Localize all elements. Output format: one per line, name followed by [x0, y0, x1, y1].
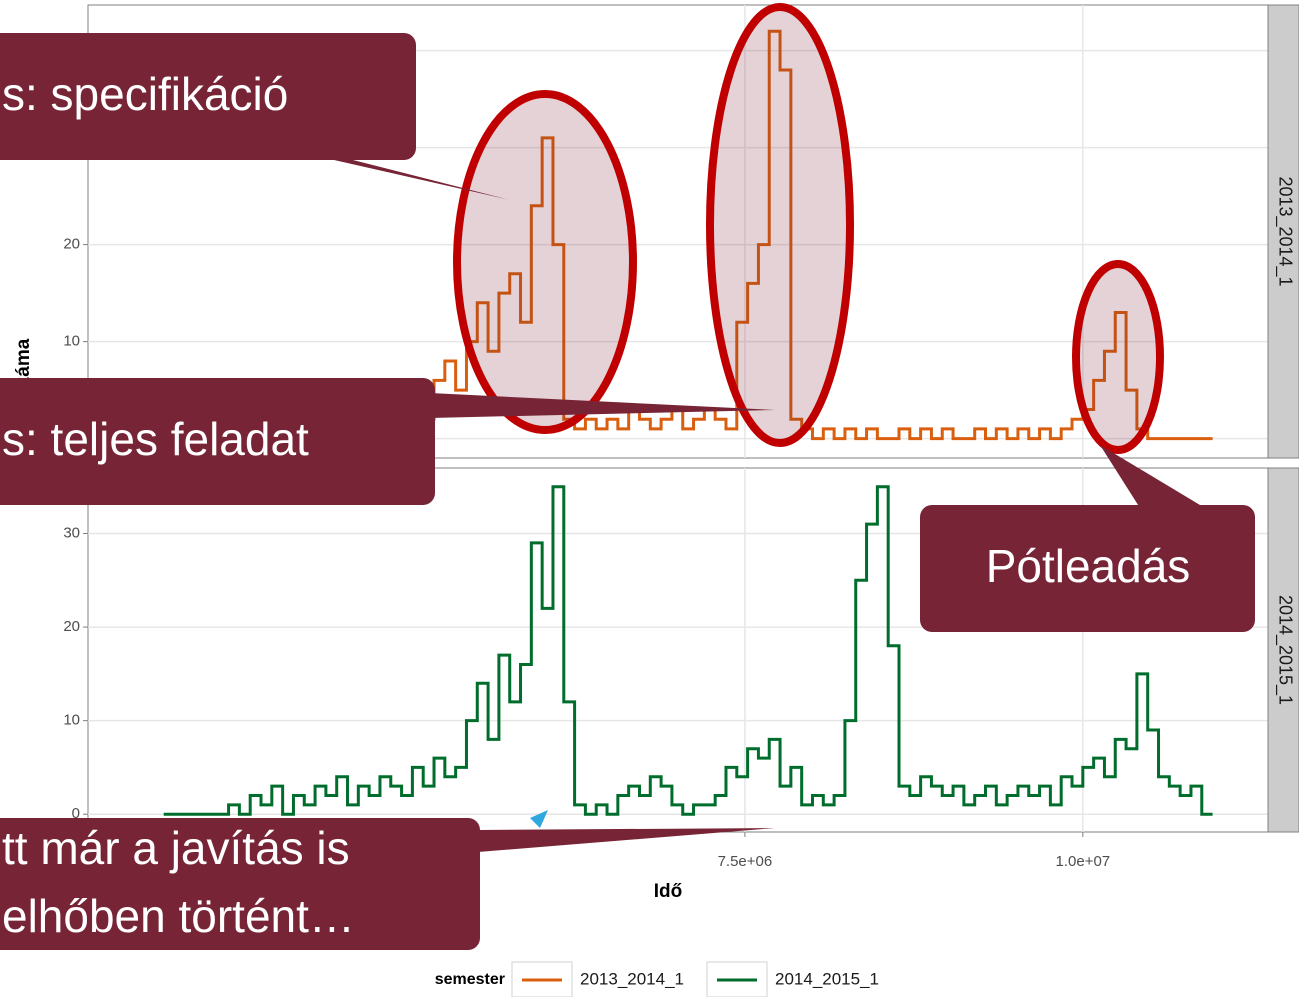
callout-pointer: [1100, 445, 1205, 508]
callout-pointer: [430, 393, 775, 418]
callout-text: Pótleadás: [986, 540, 1191, 592]
series-line: [163, 485, 1213, 816]
legend-label: 2014_2015_1: [775, 969, 879, 988]
highlight-ellipse: [706, 3, 854, 447]
legend-label: 2013_2014_1: [580, 969, 684, 988]
y-tick-label: 0: [72, 805, 80, 822]
y-tick-label: 10: [63, 712, 80, 729]
x-tick-label: 7.5e+06: [718, 853, 773, 870]
y-tick-label: 30: [63, 524, 80, 541]
y-tick-label: 20: [63, 618, 80, 635]
callout-box: [0, 33, 416, 160]
highlight-ellipse: [1072, 260, 1164, 454]
legend-title: semester: [435, 971, 505, 988]
strip-label: 2014_2015_1: [1274, 595, 1295, 705]
callout-text: s: specifikáció: [2, 68, 288, 120]
y-tick-label: 20: [63, 236, 80, 253]
callout-text: tt már a javítás is: [2, 822, 350, 874]
x-axis-title: Idő: [654, 881, 683, 902]
legend: 2013_2014_1 2014_2015_1: [511, 961, 879, 997]
y-tick-label: 10: [63, 333, 80, 350]
highlight-ellipse: [453, 90, 637, 434]
annotations: s: specifikáció s: teljes feladat Pótlea…: [0, 3, 1255, 950]
strip: [1267, 4, 1299, 459]
callout-pointer: [290, 150, 510, 200]
strip: [1267, 467, 1299, 833]
marker: [530, 810, 548, 828]
callout-text: elhőben történt…: [2, 890, 355, 942]
x-tick-label: 1.0e+07: [1056, 853, 1111, 870]
callout-box: [0, 378, 435, 505]
strip-label: 2013_2014_1: [1274, 176, 1295, 286]
callout-text: s: teljes feladat: [2, 413, 309, 465]
callout-pointer: [478, 828, 775, 852]
callout-box: [920, 505, 1255, 632]
callout-box: [0, 818, 480, 950]
